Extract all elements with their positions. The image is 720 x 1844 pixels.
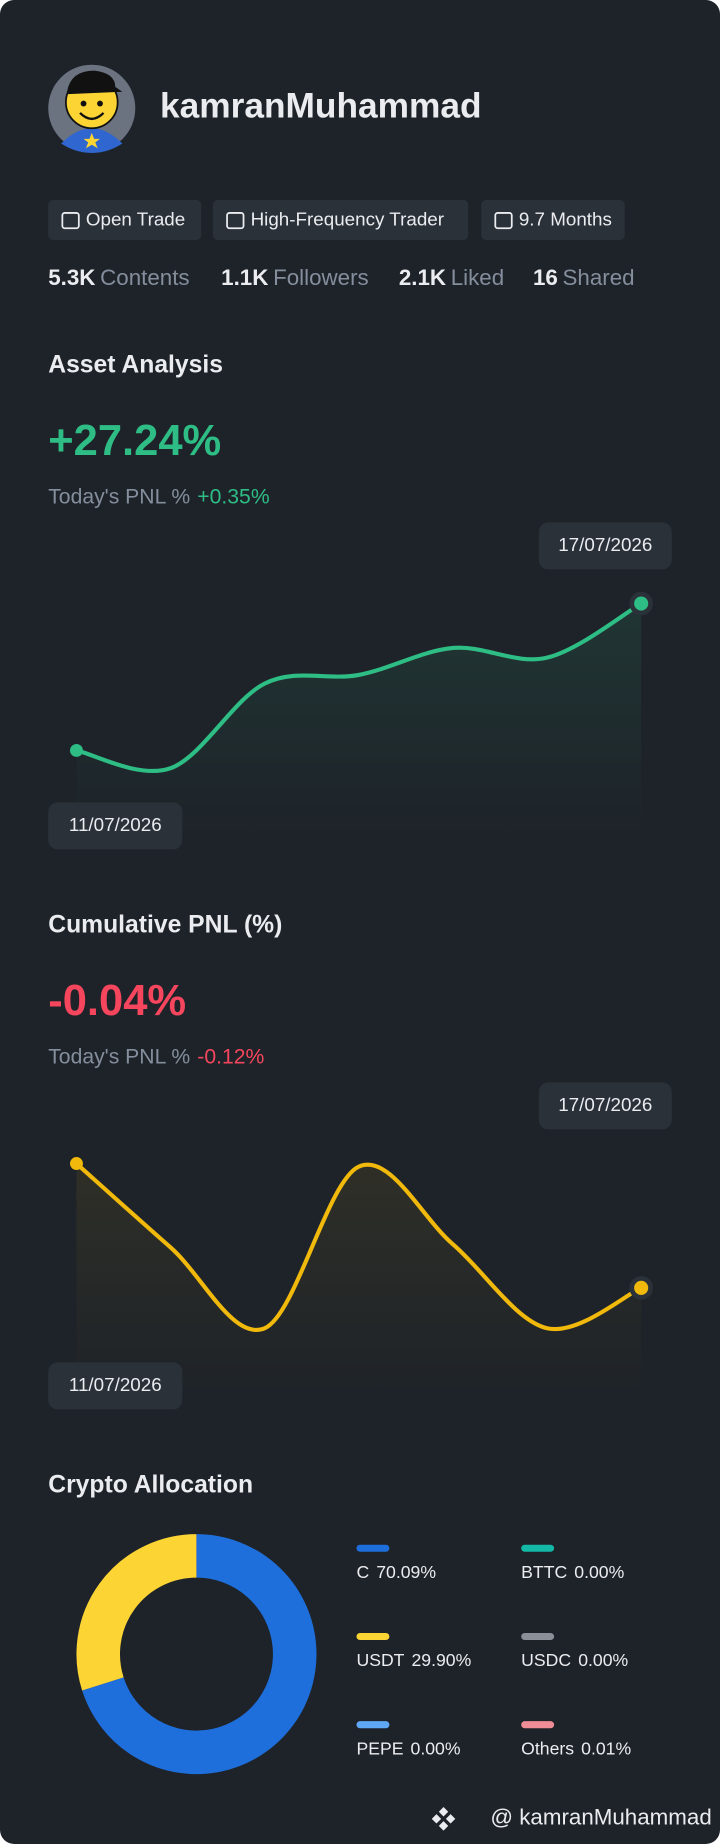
- legend-swatch: [356, 1721, 390, 1729]
- tag-chip: [48, 200, 202, 240]
- todays-pnl-label: Today's PNL %: [48, 1045, 190, 1068]
- todays-pnl-value: +0.35%: [197, 485, 270, 508]
- legend-value: 0.00%: [578, 1650, 628, 1670]
- tag-label: Open Trade: [86, 209, 185, 230]
- stat-value: 2.1K: [399, 265, 446, 290]
- tag-icon: [226, 212, 245, 230]
- line: [75, 601, 643, 774]
- username: kamranMuhammad: [160, 87, 482, 126]
- section-title: Crypto Allocation: [48, 1471, 253, 1498]
- stat-label: Liked: [451, 265, 504, 290]
- stat-value: 16: [533, 265, 558, 290]
- legend-swatch: [356, 1632, 390, 1640]
- headline-value: +27.24%: [48, 417, 221, 465]
- stat-label: Followers: [273, 265, 369, 290]
- line-area: [76, 1163, 642, 1396]
- headline-value: -0.04%: [48, 977, 186, 1025]
- legend-value: 70.09%: [376, 1562, 436, 1582]
- legend-swatch: [356, 1544, 390, 1552]
- avatar: [48, 64, 136, 153]
- start-point: [70, 743, 83, 757]
- tag-chip: [212, 200, 469, 240]
- legend-entry: USDC 0.00%: [521, 1650, 628, 1670]
- tag-chip: [481, 200, 625, 240]
- line-area: [76, 603, 642, 836]
- legend-name: USDC: [521, 1650, 571, 1670]
- legend-name: USDT: [356, 1650, 404, 1670]
- todays-pnl: Today's PNL % -0.12%: [48, 1045, 264, 1068]
- legend-name: BTTC: [521, 1562, 567, 1582]
- legend-entry: USDT 29.90%: [356, 1650, 471, 1670]
- date-badge: [538, 522, 672, 570]
- legend-value: 0.00%: [574, 1562, 624, 1582]
- start-point: [70, 1157, 83, 1170]
- end-point: [629, 591, 653, 616]
- legend-value: 29.90%: [412, 1650, 472, 1670]
- todays-pnl: Today's PNL % +0.35%: [48, 485, 270, 508]
- end-date: 17/07/2026: [558, 1094, 652, 1115]
- tag-label: High-Frequency Trader: [251, 209, 444, 230]
- legend-swatch: [521, 1544, 555, 1552]
- date-badge: [48, 1362, 183, 1410]
- stat-label: Contents: [100, 265, 189, 290]
- legend-value: 0.01%: [581, 1738, 631, 1758]
- legend-swatch: [521, 1632, 555, 1640]
- donut-segment: [82, 1534, 317, 1775]
- end-date: 17/07/2026: [558, 534, 652, 555]
- section-title: Cumulative PNL (%): [48, 911, 282, 938]
- tag-icon: [494, 212, 513, 230]
- legend-name: C: [356, 1562, 369, 1582]
- footer-logo: [431, 1807, 456, 1831]
- legend-swatch: [521, 1721, 555, 1729]
- tag-icon: [61, 212, 80, 230]
- legend-value: 0.00%: [411, 1738, 461, 1758]
- date-badge: [538, 1082, 672, 1130]
- stats: 5.3K Contents 1.1K Followers 2.1K Liked 16 Shar…: [48, 265, 634, 290]
- start-date: 11/07/2026: [69, 814, 162, 835]
- donut-segment: [76, 1534, 198, 1691]
- legend-entry: PEPE 0.00%: [356, 1738, 460, 1758]
- date-badge: [48, 802, 183, 850]
- stat-value: 1.1K: [221, 265, 268, 290]
- legend-name: Others: [521, 1738, 574, 1758]
- legend-name: PEPE: [356, 1738, 403, 1758]
- start-date: 11/07/2026: [69, 1374, 162, 1395]
- legend-entry: Others 0.01%: [521, 1738, 631, 1758]
- todays-pnl-label: Today's PNL %: [48, 485, 190, 508]
- tag-label: 9.7 Months: [519, 209, 612, 230]
- footer-handle: @ kamranMuhammad: [490, 1805, 711, 1830]
- stat-label: Shared: [563, 265, 635, 290]
- stat-value: 5.3K: [48, 265, 95, 290]
- line: [75, 1161, 643, 1333]
- legend-entry: C 70.09%: [356, 1562, 436, 1582]
- legend-entry: BTTC 0.00%: [521, 1562, 624, 1582]
- section-title: Asset Analysis: [48, 351, 223, 378]
- end-point: [629, 1276, 653, 1300]
- todays-pnl-value: -0.12%: [197, 1045, 264, 1068]
